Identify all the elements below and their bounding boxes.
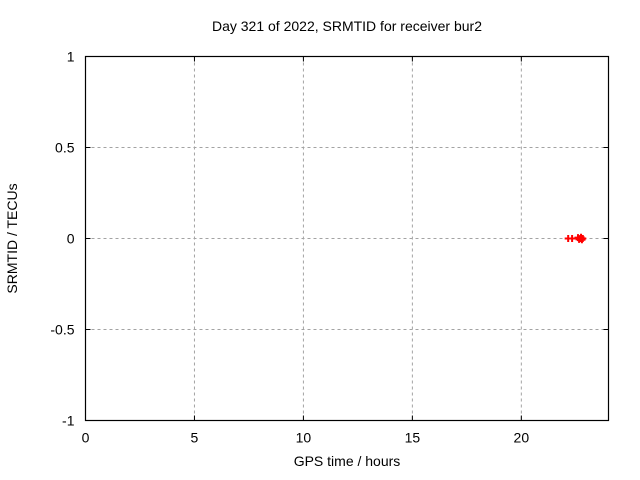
y-tick-labels: -1 -0.5 0 0.5 1 — [50, 49, 74, 429]
y-tick-label: -1 — [62, 413, 75, 429]
chart-title: Day 321 of 2022, SRMTID for receiver bur… — [212, 18, 482, 34]
x-tick-label: 10 — [296, 430, 312, 446]
x-tick-label: 0 — [82, 430, 90, 446]
y-tick-label: 0 — [67, 231, 75, 247]
plot-border — [84, 55, 610, 422]
y-tick-label: -0.5 — [50, 322, 74, 338]
data-point-plus — [579, 235, 587, 242]
y-tick-label: 1 — [67, 49, 75, 65]
x-tick-label: 20 — [514, 430, 530, 446]
x-tick-labels: 0 5 10 15 20 — [82, 430, 530, 446]
y-tick-label: 0.5 — [55, 140, 75, 156]
x-tick-label: 5 — [191, 430, 199, 446]
x-axis-label: GPS time / hours — [294, 453, 401, 469]
y-axis-label: SRMTID / TECUs — [4, 183, 20, 293]
data-point-plus — [568, 235, 576, 242]
x-tick-label: 15 — [405, 430, 421, 446]
data-points — [564, 233, 587, 244]
gridlines — [85, 56, 609, 421]
